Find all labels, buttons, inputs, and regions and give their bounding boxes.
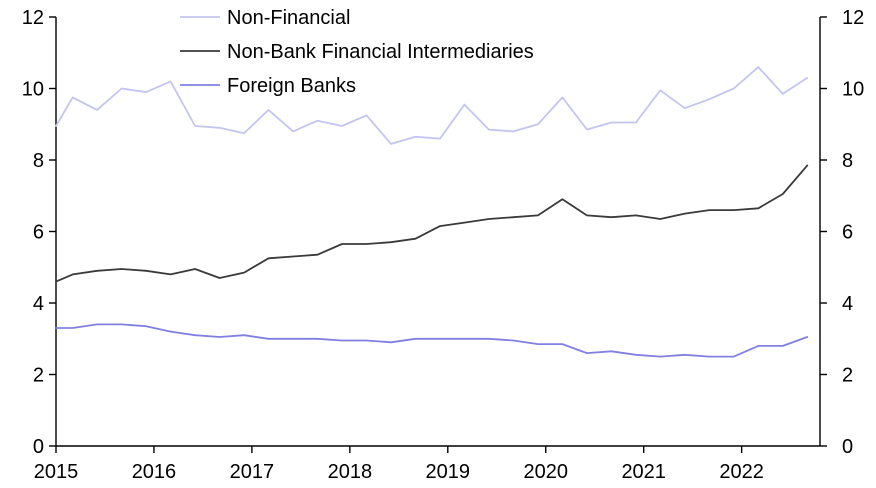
x-tick-label: 2016 xyxy=(132,461,177,483)
series-line-3 xyxy=(55,323,809,358)
y-tick-label-right: 4 xyxy=(842,293,853,315)
y-tick-label-right: 6 xyxy=(842,222,853,244)
x-tick-label: 2022 xyxy=(719,461,764,483)
y-tick-label-right: 8 xyxy=(842,150,853,172)
legend-label: Non-Financial xyxy=(227,7,350,29)
y-tick-label-left: 10 xyxy=(22,79,44,101)
chart-axes: 0 0 2 2 4 4 6 6 8 8 10 10 12 12 2015 2016 2017 2018 2019 20… xyxy=(22,7,865,483)
series-lines xyxy=(55,66,809,358)
y-tick-label-right: 10 xyxy=(842,79,864,101)
y-tick-label-left: 4 xyxy=(33,293,44,315)
y-tick-label-left: 8 xyxy=(33,150,44,172)
x-tick-label: 2020 xyxy=(523,461,568,483)
y-tick-label-right: 12 xyxy=(842,7,864,29)
chart-legend: Non-Financial Non-Bank Financial Intermed… xyxy=(180,7,534,97)
y-tick-label-left: 6 xyxy=(33,222,44,244)
y-tick-label-right: 2 xyxy=(842,365,853,387)
y-tick-label-right: 0 xyxy=(842,436,853,458)
y-tick-label-left: 12 xyxy=(22,7,44,29)
x-tick-label: 2018 xyxy=(328,461,373,483)
series-line-2 xyxy=(55,164,809,283)
series-line-1 xyxy=(55,66,809,145)
x-tick-label: 2019 xyxy=(426,461,471,483)
legend-label: Non-Bank Financial Intermediaries xyxy=(227,41,534,63)
x-tick-label: 2021 xyxy=(621,461,666,483)
y-tick-label-left: 2 xyxy=(33,365,44,387)
legend-label: Foreign Banks xyxy=(227,75,356,97)
x-tick-label: 2015 xyxy=(34,461,79,483)
y-tick-label-left: 0 xyxy=(33,436,44,458)
x-tick-label: 2017 xyxy=(230,461,275,483)
